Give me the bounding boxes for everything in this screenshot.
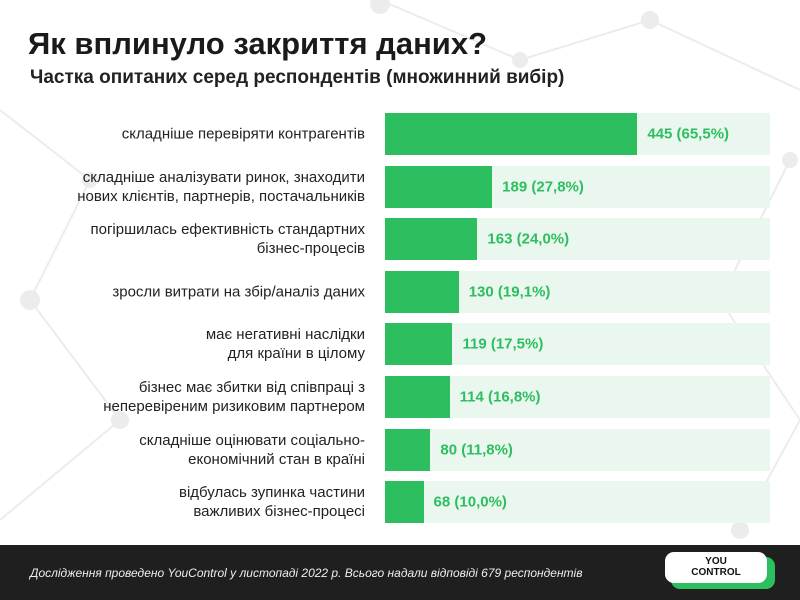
value-label: 163 (24,0%) [487,230,570,248]
bar [385,270,459,313]
bar [385,165,493,208]
bar [385,218,478,261]
bar [385,323,453,366]
value-label: 119 (17,5%) [462,335,544,353]
bar-track [385,428,770,471]
bar-track [385,481,770,524]
category-label: бізнес має збитки від співпраці з непере… [103,379,365,415]
category-label: погіршилась ефективність стандартних біз… [90,221,365,258]
bar [385,376,450,418]
logo-text: YOU [705,556,727,567]
value-label: 80 (11,8%) [440,441,513,459]
value-label: 68 (10,0%) [433,493,507,511]
category-label: складніше оцінювати соціально- економічн… [139,431,365,468]
value-label: 445 (65,5%) [647,125,730,143]
value-label: 189 (27,8%) [502,178,584,196]
bar [385,428,431,471]
subtitle: Частка опитаних серед респондентів (множ… [30,67,565,88]
category-label: зросли витрати на збір/аналіз даних [112,283,365,301]
logo: YOU CONTROL [665,552,767,583]
value-label: 130 (19,1%) [468,283,551,301]
value-label: 114 (16,8%) [459,388,541,406]
logo-text: CONTROL [691,567,741,578]
title: Як вплинуло закриття даних? [28,26,488,61]
category-label: має негативні наслідки для країни в ціло… [205,326,365,363]
bar [385,481,424,524]
category-label: відбулась зупинка частини важливих бізне… [178,484,365,521]
footnote: Дослідження проведено YouControl у листо… [30,566,583,580]
category-label: складніше аналізувати ринок, знаходити н… [77,168,365,205]
bar [385,113,638,155]
category-label: складніше перевіряти контрагентів [121,125,365,143]
